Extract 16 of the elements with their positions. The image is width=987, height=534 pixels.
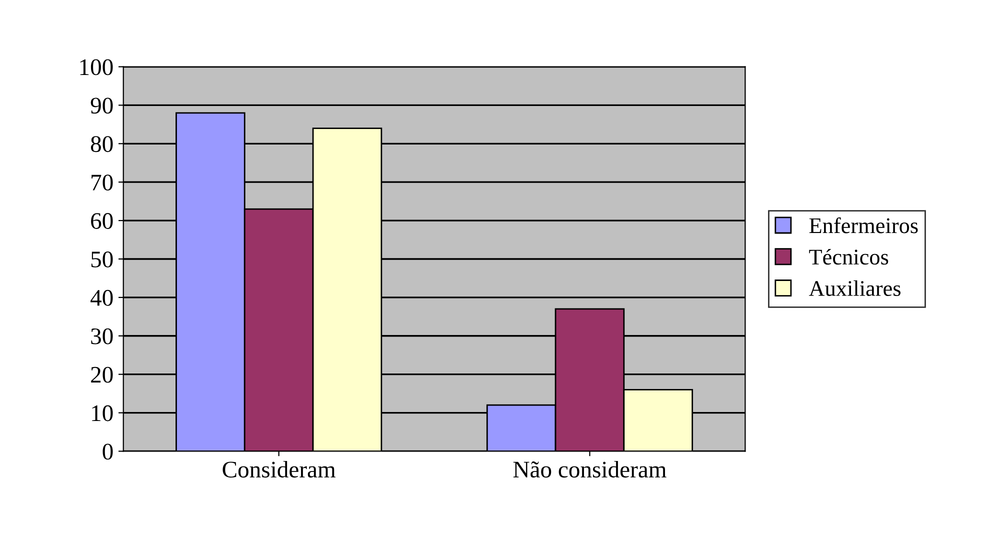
y-tick-label: 90 bbox=[90, 98, 113, 114]
y-tick-label: 20 bbox=[91, 366, 113, 383]
y-tick-label: 80 bbox=[90, 136, 113, 152]
legend-label: Auxiliares bbox=[808, 280, 900, 296]
y-tick-label: 100 bbox=[80, 59, 113, 76]
y-tick-label: 10 bbox=[92, 405, 113, 422]
x-tick-label: Não consideram bbox=[513, 460, 666, 478]
y-tick-label: 50 bbox=[91, 251, 113, 268]
y-tick-label: 60 bbox=[91, 213, 113, 229]
x-tick-label: Consideram bbox=[222, 460, 336, 478]
y-tick-label: 70 bbox=[92, 174, 113, 191]
y-tick-label: 40 bbox=[90, 290, 113, 306]
legend-label: Enfermeiros bbox=[809, 217, 918, 234]
y-tick-label: 30 bbox=[91, 328, 113, 344]
legend-label: Técnicos bbox=[809, 248, 888, 265]
y-tick-label: 0 bbox=[102, 444, 113, 460]
